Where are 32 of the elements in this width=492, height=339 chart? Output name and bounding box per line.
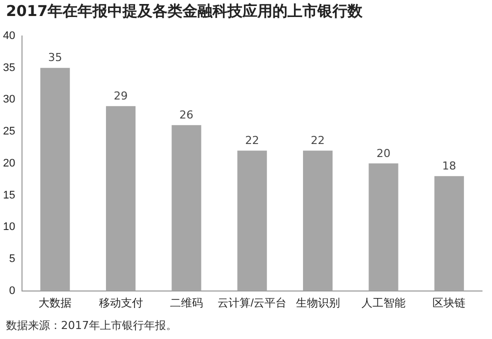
x-tick-label: 区块链 [432,296,466,310]
bar [172,125,202,291]
data-label: 29 [114,89,128,102]
data-label: 35 [48,51,62,64]
y-tick-label: 25 [2,126,16,138]
y-tick-label: 40 [2,30,16,42]
chart-title: 2017年在年报中提及各类金融科技应用的上市银行数 [6,2,363,21]
y-tick-label: 0 [9,284,16,297]
x-tick-label: 人工智能 [361,296,406,310]
x-tick-label: 生物识别 [296,296,340,310]
y-tick-label: 20 [2,157,16,170]
y-tick-label: 30 [2,94,16,106]
data-label: 22 [245,134,260,148]
y-tick-label: 10 [2,221,16,234]
source-note: 数据来源：2017年上市银行年报。 [6,318,177,333]
y-tick-label: 35 [2,62,16,74]
x-tick-label: 云计算/云平台 [218,296,287,310]
data-label: 26 [179,108,194,122]
bar [237,150,267,291]
bar [434,176,464,291]
y-tick-label: 15 [2,189,16,202]
bar [40,68,70,291]
data-label: 22 [310,134,325,148]
bar [368,163,398,291]
data-label: 20 [376,146,390,160]
bar [303,150,333,291]
x-tick-label: 二维码 [170,296,203,310]
x-tick-label: 大数据 [38,296,72,310]
x-tick-label: 移动支付 [98,296,143,310]
data-label: 18 [442,160,456,172]
y-tick-label: 5 [9,252,16,265]
bar [106,106,136,291]
